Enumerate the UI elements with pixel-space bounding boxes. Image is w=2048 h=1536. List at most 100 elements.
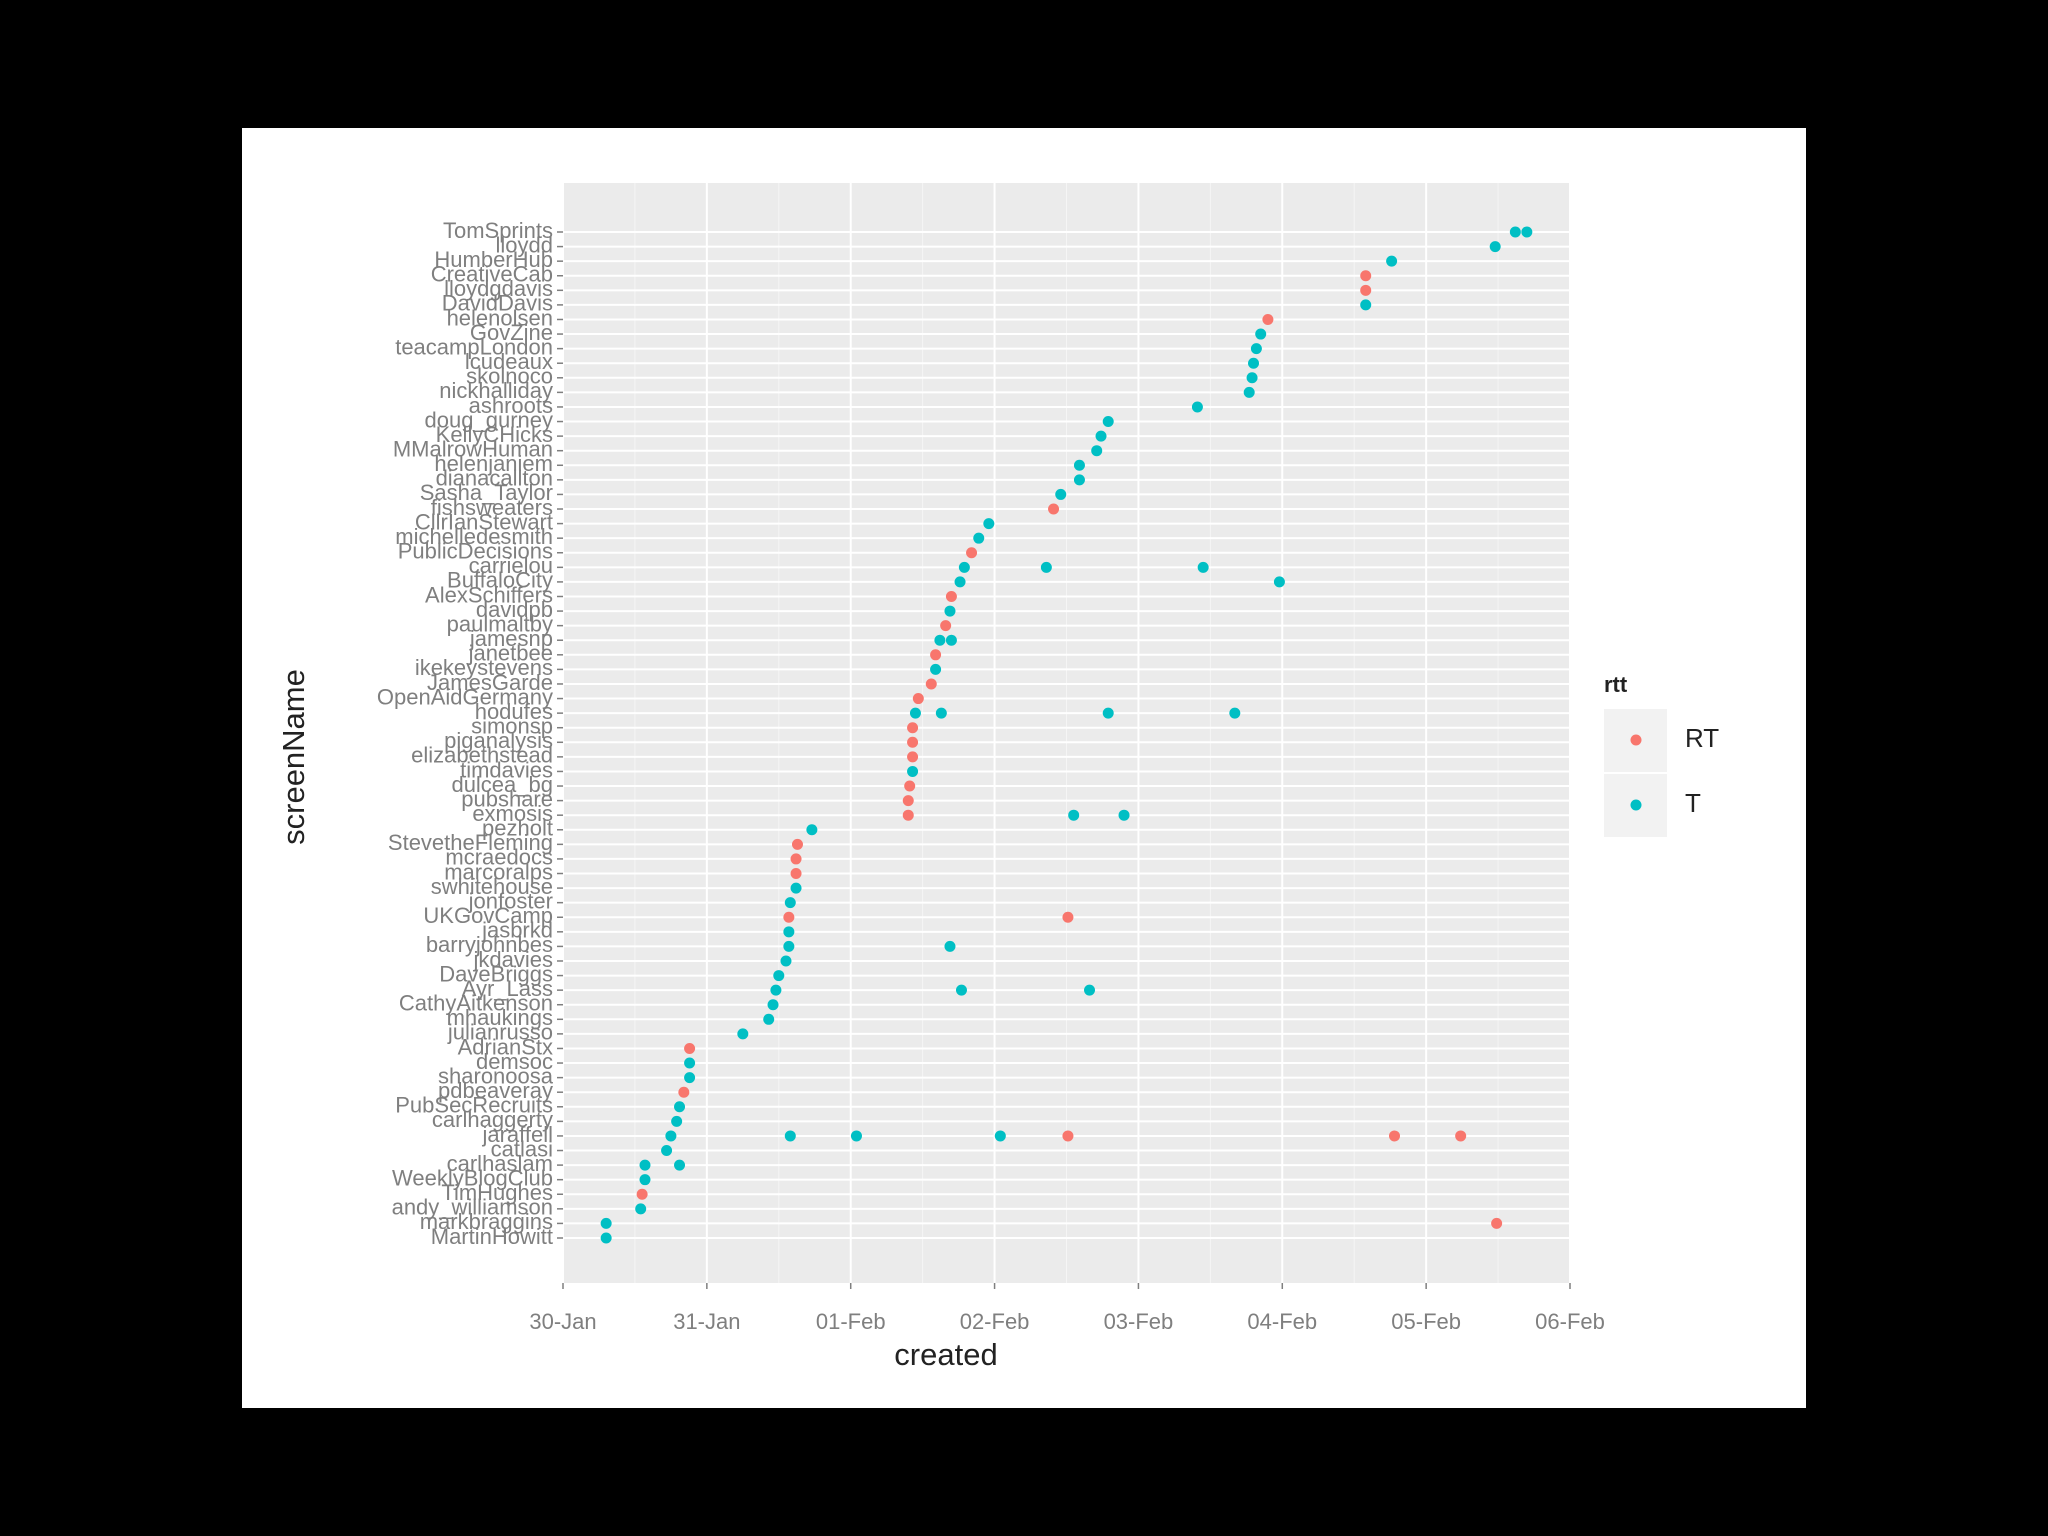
point bbox=[1388, 1130, 1400, 1142]
point bbox=[1386, 255, 1398, 267]
y-tick-label: pdbeaveray bbox=[438, 1078, 553, 1103]
y-tick-label: jasbrkd bbox=[481, 918, 553, 943]
point bbox=[925, 678, 937, 690]
y-tick-label: mcraedocs bbox=[445, 845, 553, 870]
point bbox=[784, 897, 796, 909]
point bbox=[784, 1130, 796, 1142]
y-tick-label: UKGovCamp bbox=[423, 903, 553, 928]
point bbox=[945, 634, 957, 646]
point bbox=[1040, 561, 1052, 573]
point bbox=[1073, 459, 1085, 471]
point bbox=[1489, 241, 1501, 253]
y-tick-label: demsoc bbox=[476, 1049, 553, 1074]
point bbox=[635, 1203, 647, 1215]
point bbox=[944, 605, 956, 617]
y-tick-label: dianacallton bbox=[436, 466, 553, 491]
y-tick-label: PublicDecisions bbox=[398, 539, 553, 564]
legend-marker bbox=[1630, 734, 1642, 746]
point bbox=[783, 940, 795, 952]
point bbox=[1243, 386, 1255, 398]
point bbox=[737, 1028, 749, 1040]
point bbox=[790, 868, 802, 880]
point bbox=[665, 1130, 677, 1142]
y-tick-label: helenjaniem bbox=[434, 451, 553, 476]
y-tick-label: StevetheFleming bbox=[388, 830, 553, 855]
point bbox=[790, 853, 802, 865]
y-tick-label: doug_gurney bbox=[425, 407, 553, 432]
legend-label: RT bbox=[1685, 723, 1719, 753]
point bbox=[763, 1013, 775, 1025]
y-tick-label: PubSecRecruits bbox=[395, 1093, 553, 1118]
x-tick-label: 02-Feb bbox=[960, 1309, 1030, 1334]
point bbox=[678, 1086, 690, 1098]
y-tick-label: carrielou bbox=[469, 553, 553, 578]
y-tick-label: MartinHowitt bbox=[431, 1224, 553, 1249]
point bbox=[907, 751, 919, 763]
y-tick-label: DavidDavis bbox=[442, 291, 553, 316]
y-tick-label: andy_williamson bbox=[392, 1195, 553, 1220]
y-tick-label: teacampLondon bbox=[395, 334, 553, 359]
y-tick-label: pubshare bbox=[461, 786, 553, 811]
point bbox=[1360, 284, 1372, 296]
y-tick-label: OpenAidGermany bbox=[377, 684, 553, 709]
y-tick-label: catlasi bbox=[491, 1136, 553, 1161]
point bbox=[934, 634, 946, 646]
y-tick-label: barryjohnbes bbox=[426, 932, 553, 957]
y-tick-label: piganalysis bbox=[444, 728, 553, 753]
y-tick-label: ashroots bbox=[469, 393, 553, 418]
x-tick-label: 06-Feb bbox=[1535, 1309, 1605, 1334]
point bbox=[790, 882, 802, 894]
y-tick-label: julianrusso bbox=[447, 1020, 553, 1045]
point bbox=[1073, 474, 1085, 486]
y-tick-label: jamesnp bbox=[469, 626, 553, 651]
x-tick-label: 01-Feb bbox=[816, 1309, 886, 1334]
y-tick-label: CreativeCab bbox=[431, 262, 553, 287]
point bbox=[935, 707, 947, 719]
x-axis-title: created bbox=[894, 1337, 997, 1372]
point bbox=[1509, 226, 1521, 238]
point bbox=[909, 707, 921, 719]
point bbox=[684, 1057, 696, 1069]
point bbox=[791, 838, 803, 850]
point bbox=[1055, 488, 1067, 500]
point bbox=[1491, 1217, 1503, 1229]
point bbox=[907, 722, 919, 734]
point bbox=[940, 620, 952, 632]
y-tick-label: GovZine bbox=[470, 320, 553, 345]
point bbox=[674, 1101, 686, 1113]
y-tick-label: sharonoosa bbox=[438, 1063, 554, 1088]
point bbox=[600, 1217, 612, 1229]
point bbox=[1191, 401, 1203, 413]
point bbox=[973, 532, 985, 544]
point bbox=[773, 970, 785, 982]
y-tick-label: AdrianStx bbox=[458, 1034, 553, 1059]
y-tick-label: michelledesmith bbox=[395, 524, 553, 549]
y-tick-label: lloydgdavis bbox=[444, 276, 553, 301]
point bbox=[904, 780, 916, 792]
point bbox=[684, 1042, 696, 1054]
point bbox=[902, 809, 914, 821]
point bbox=[1102, 416, 1114, 428]
y-tick-label: markbraggins bbox=[420, 1209, 553, 1234]
point bbox=[1521, 226, 1533, 238]
y-tick-label: AlexSchiffers bbox=[425, 582, 553, 607]
point bbox=[1118, 809, 1130, 821]
point bbox=[1273, 576, 1285, 588]
point bbox=[1255, 328, 1267, 340]
y-tick-label: davidpb bbox=[476, 597, 553, 622]
point bbox=[684, 1072, 696, 1084]
point bbox=[958, 561, 970, 573]
y-tick-label: dulcea_bg bbox=[451, 772, 553, 797]
point bbox=[954, 576, 966, 588]
point bbox=[907, 736, 919, 748]
point bbox=[1360, 270, 1372, 282]
y-tick-label: helenolsen bbox=[447, 305, 553, 330]
point bbox=[1360, 299, 1372, 311]
y-tick-label: swhitehouse bbox=[431, 874, 553, 899]
point bbox=[902, 795, 914, 807]
y-tick-label: jonfoster bbox=[468, 888, 553, 913]
point bbox=[674, 1159, 686, 1171]
y-tick-label: hodufes bbox=[475, 699, 553, 724]
